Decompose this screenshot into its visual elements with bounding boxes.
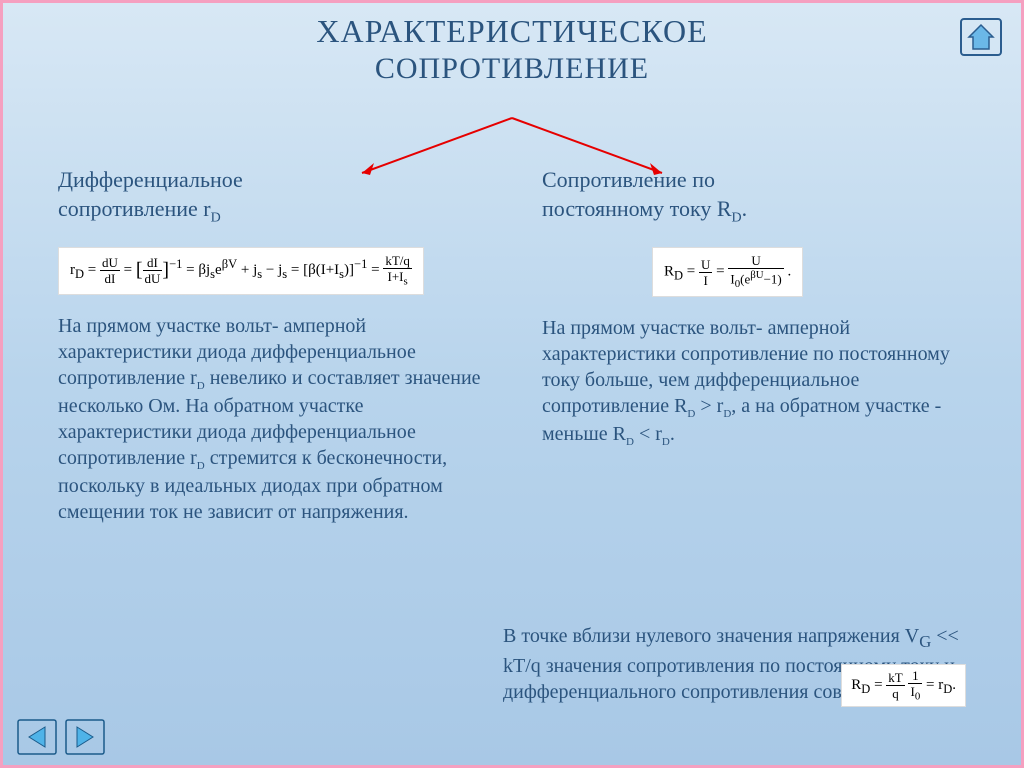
slide-title: ХАРАКТЕРИСТИЧЕСКОЕ СОПРОТИВЛЕНИЕ xyxy=(3,13,1021,86)
chevron-right-icon xyxy=(65,719,105,755)
next-button[interactable] xyxy=(65,719,105,755)
left-column: Дифференциальное сопротивление rD rD = d… xyxy=(58,166,482,535)
left-formula: rD = dUdI = [dIdU]−1 = βjseβV + js − js … xyxy=(58,247,424,294)
right-formula: RD = UI = UI0(eβU−1) . xyxy=(652,247,803,297)
right-column: Сопротивление по постоянному току RD. RD… xyxy=(542,166,966,535)
footer-formula: RD = kTq 1I0 = rD. xyxy=(841,664,966,707)
prev-button[interactable] xyxy=(17,719,57,755)
home-button[interactable] xyxy=(959,15,1003,59)
title-line1: ХАРАКТЕРИСТИЧЕСКОЕ xyxy=(3,13,1021,50)
left-body: На прямом участке вольт- амперной характ… xyxy=(58,313,482,526)
home-icon xyxy=(959,15,1003,59)
branch-arrows xyxy=(332,113,692,183)
chevron-left-icon xyxy=(17,719,57,755)
footer-block: В точке вблизи нулевого значения напряже… xyxy=(503,623,966,705)
title-line2: СОПРОТИВЛЕНИЕ xyxy=(3,52,1021,86)
right-body: На прямом участке вольт- амперной характ… xyxy=(542,315,966,450)
